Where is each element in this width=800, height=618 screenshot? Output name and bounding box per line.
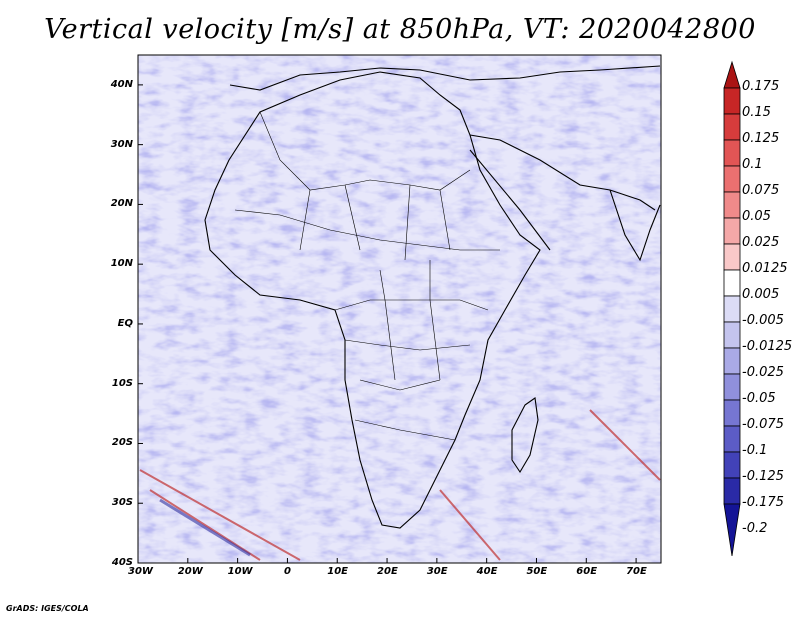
africa-coastline [204, 71, 541, 529]
colorbar-swatch [723, 399, 741, 427]
colorbar-label: 0.1 [742, 157, 763, 172]
colorbar-label: 0.005 [742, 287, 780, 302]
colorbar-label: 0.025 [742, 235, 780, 250]
lat-tick-label: 10N [110, 258, 133, 270]
colorbar-label: -0.025 [742, 365, 784, 380]
map-frame [137, 54, 662, 564]
map-title: Vertical velocity [m/s] at 850hPa, VT: 2… [44, 14, 756, 45]
madagascar [511, 397, 539, 474]
lon-tick-label: 20W [177, 566, 203, 577]
colorbar-swatch [723, 191, 741, 219]
coastlines [204, 65, 661, 529]
arabia-coast [469, 134, 656, 251]
country-borders [234, 111, 500, 441]
mediterranean-north [229, 65, 661, 91]
colorbar-label: -0.0125 [742, 339, 793, 354]
colorbar-swatch [723, 321, 741, 349]
lon-tick-label: 50E [526, 566, 548, 577]
india-coast [609, 189, 661, 262]
colorbar [723, 60, 741, 557]
colorbar-swatch [723, 373, 741, 401]
colorbar-label: -0.05 [742, 391, 776, 406]
colorbar-label: 0.05 [742, 209, 771, 224]
colorbar-swatch [723, 165, 741, 193]
colorbar-top-arrow [723, 60, 741, 89]
colorbar-swatch [723, 243, 741, 271]
colorbar-swatch [723, 477, 741, 505]
colorbar-label: -0.175 [742, 495, 784, 510]
lon-tick-label: 10E [327, 566, 348, 577]
colorbar-label: -0.2 [742, 521, 768, 536]
colorbar-swatch [723, 451, 741, 479]
lat-tick-label: 40N [110, 78, 133, 90]
colorbar-label: -0.005 [742, 313, 784, 328]
colorbar-swatch [723, 269, 741, 297]
lon-tick-label: 60E [576, 566, 598, 577]
field-shading [138, 55, 661, 563]
colorbar-swatch [723, 139, 741, 167]
lat-tick-label: 20N [110, 198, 133, 210]
colorbar-label: 0.0125 [742, 261, 788, 276]
colorbar-label: 0.125 [742, 131, 780, 146]
lon-tick-label: 30W [128, 566, 153, 577]
colorbar-label: 0.075 [742, 183, 780, 198]
lat-tick-label: 10S [111, 377, 133, 389]
lat-tick-label: 30N [110, 138, 133, 150]
lon-tick-label: 10W [227, 566, 253, 577]
colorbar-swatch [723, 295, 741, 323]
colorbar-label: -0.125 [742, 469, 784, 484]
colorbar-label: -0.075 [742, 417, 784, 432]
axis-ticks [137, 84, 637, 564]
colorbar-label: -0.1 [742, 443, 768, 458]
lat-tick-label: 30S [111, 497, 133, 509]
lat-tick-label: 20S [111, 437, 133, 449]
footer-credit: GrADS: IGES/COLA [6, 604, 89, 613]
lat-tick-label: 40S [111, 557, 133, 568]
colorbar-label: 0.15 [742, 105, 771, 120]
colorbar-swatch [723, 113, 741, 141]
colorbar-label: 0.175 [742, 79, 780, 94]
lon-tick-label: 20E [377, 566, 398, 577]
colorbar-swatch [723, 217, 741, 245]
lon-tick-label: 0 [283, 566, 291, 577]
colorbar-swatch [723, 87, 741, 115]
lon-tick-label: 40E [476, 566, 498, 577]
lon-tick-label: 70E [626, 566, 647, 577]
lat-tick-label: EQ [117, 317, 133, 329]
colorbar-bottom-arrow [723, 503, 741, 557]
colorbar-swatch [723, 425, 741, 453]
colorbar-swatch [723, 347, 741, 375]
lon-tick-label: 30E [426, 566, 448, 577]
